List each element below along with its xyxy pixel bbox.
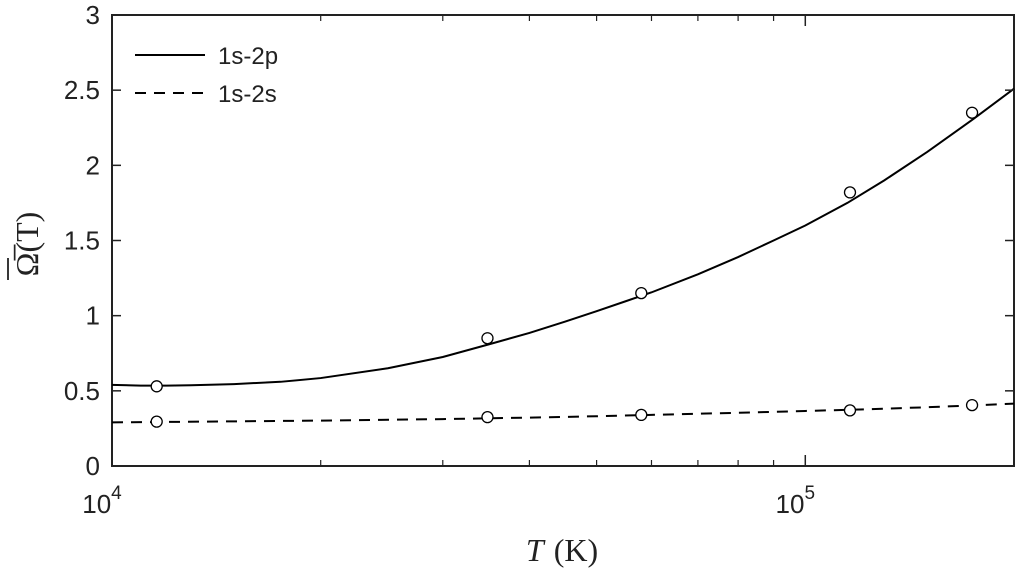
legend-label-1s-2p: 1s-2p (218, 43, 278, 70)
y-tick-label: 1.5 (64, 226, 100, 256)
data-point-1s-2p (150, 380, 163, 393)
data-point-1s-2s (150, 415, 163, 428)
data-point-1s-2s (843, 404, 857, 417)
data-point-1s-2p (965, 106, 979, 119)
x-tick-label: 104 (82, 483, 122, 519)
x-tick-base: 10 (776, 489, 805, 519)
x-axis-variable: T (526, 532, 546, 568)
y-tick-label: 0 (86, 451, 100, 481)
x-tick-exponent: 4 (111, 483, 122, 504)
series-line-1s-2s (111, 402, 1015, 424)
x-axis-unit: (K) (554, 532, 598, 568)
data-point-1s-2p (843, 186, 857, 199)
data-point-1s-2s (481, 410, 494, 424)
x-tick-label: 105 (776, 483, 816, 519)
y-axis-title: Ω̅(T) (7, 212, 45, 280)
legend: 1s-2p 1s-2s (125, 33, 315, 113)
legend-label-1s-2s: 1s-2s (218, 81, 277, 108)
x-axis-label: T (K) (526, 532, 598, 568)
series-line-1s-2p (111, 87, 1015, 387)
y-tick-label: 0.5 (64, 376, 100, 406)
legend-background (125, 33, 315, 113)
y-tick-label: 2 (86, 150, 100, 180)
y-tick-label: 2.5 (64, 75, 100, 105)
x-tick-exponent: 5 (804, 483, 815, 504)
x-tick-base: 10 (82, 489, 111, 519)
x-axis-title: T (K) (526, 532, 598, 568)
series-layer (111, 87, 1015, 428)
data-point-1s-2p (635, 286, 648, 300)
data-point-1s-2s (635, 408, 648, 422)
data-point-1s-2p (481, 332, 494, 345)
data-point-1s-2s (965, 398, 979, 412)
y-tick-label: 3 (86, 0, 100, 30)
y-axis-label: Ω̅(T) (9, 212, 45, 277)
y-tick-label: 1 (86, 301, 100, 331)
